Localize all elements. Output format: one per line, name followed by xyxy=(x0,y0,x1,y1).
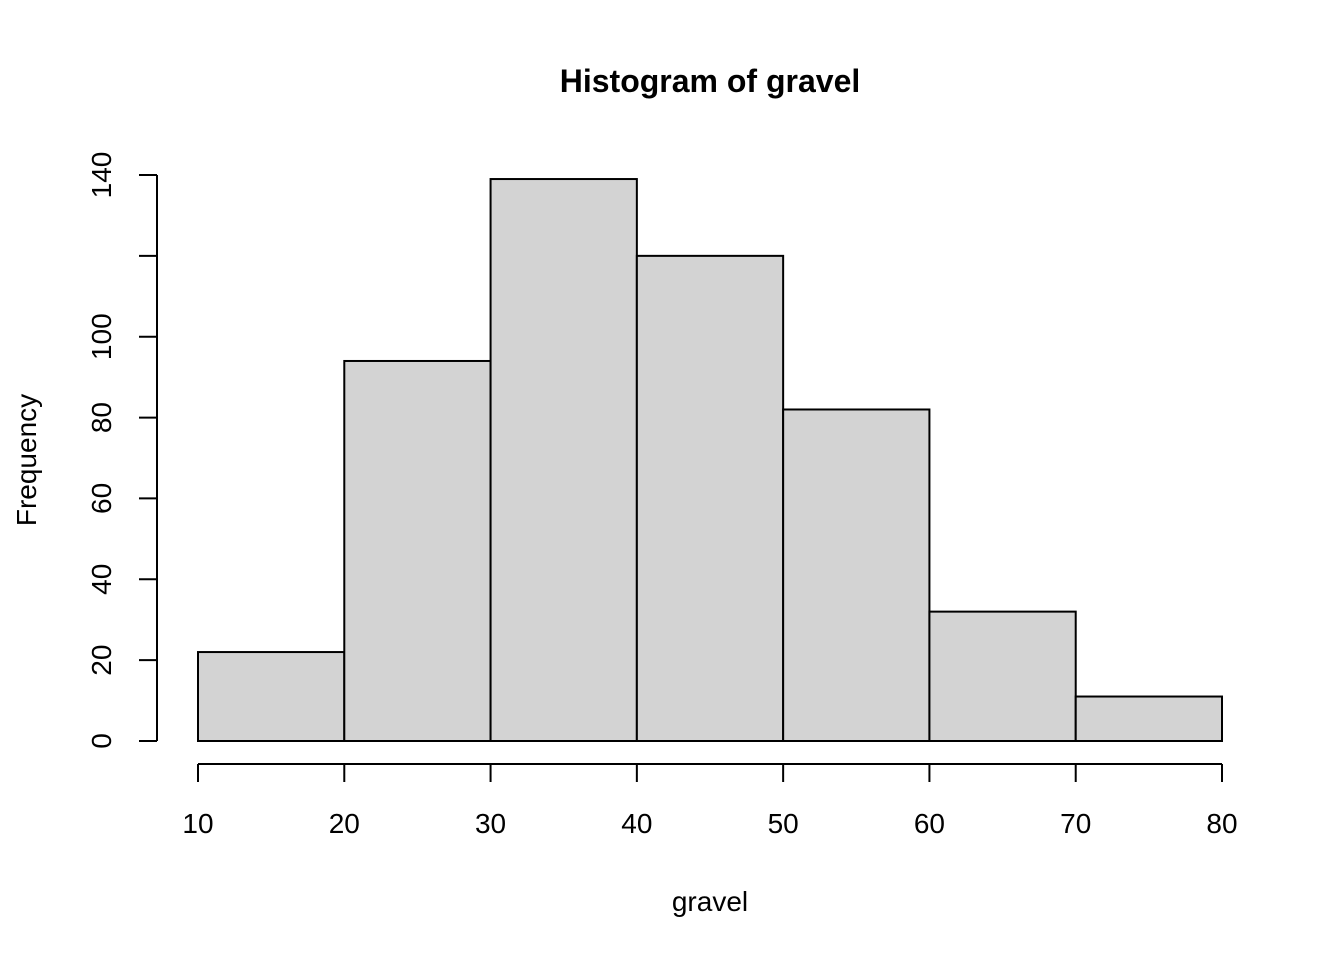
histogram-bar-5 xyxy=(782,408,931,742)
x-tick-label: 50 xyxy=(768,808,799,839)
y-tick-label: 40 xyxy=(86,564,117,595)
y-axis: 0 20 40 60 80 100 140 xyxy=(86,152,158,749)
histogram-bar-2 xyxy=(343,359,492,742)
y-tick-label: 0 xyxy=(86,733,117,749)
x-tick-label: 40 xyxy=(621,808,652,839)
y-tick-label: 140 xyxy=(86,152,117,199)
histogram-bar-1 xyxy=(197,651,346,742)
y-tick-label: 80 xyxy=(86,402,117,433)
bars-group xyxy=(197,178,1223,743)
x-tick-label: 60 xyxy=(914,808,945,839)
y-tick-label: 20 xyxy=(86,645,117,676)
y-axis-label: Frequency xyxy=(11,394,42,526)
x-tick-label: 80 xyxy=(1206,808,1237,839)
histogram-bar-3 xyxy=(489,178,638,743)
chart-title: Histogram of gravel xyxy=(560,63,861,99)
y-tick-label: 100 xyxy=(86,313,117,360)
x-axis: 10 20 30 40 50 60 70 80 xyxy=(182,763,1238,839)
histogram-bar-6 xyxy=(928,610,1077,743)
x-tick-label: 70 xyxy=(1060,808,1091,839)
x-tick-label: 10 xyxy=(182,808,213,839)
x-tick-label: 20 xyxy=(329,808,360,839)
y-tick-label: 60 xyxy=(86,483,117,514)
histogram-bar-4 xyxy=(635,254,785,742)
x-tick-label: 30 xyxy=(475,808,506,839)
x-axis-label: gravel xyxy=(672,886,748,917)
histogram-bar-7 xyxy=(1074,695,1223,742)
